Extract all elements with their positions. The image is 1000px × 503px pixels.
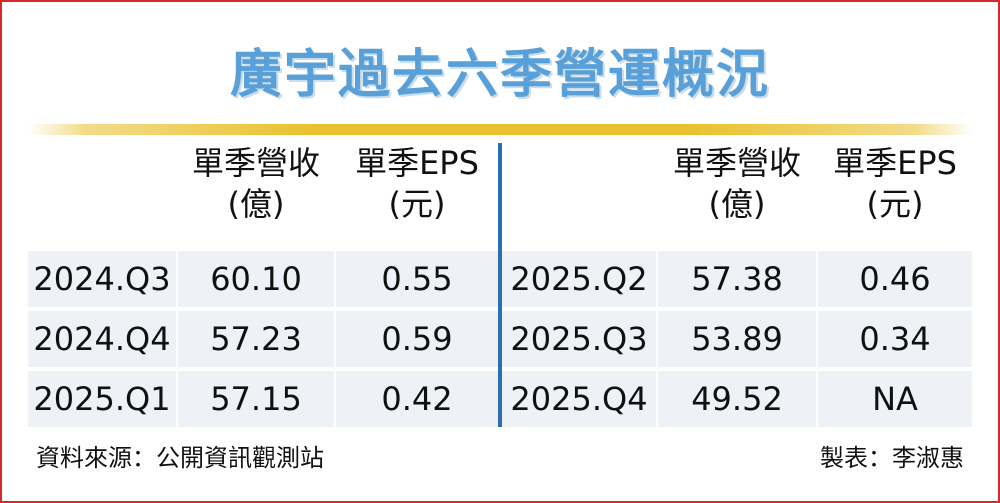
header-eps-unit: (元)	[388, 185, 446, 223]
column-divider	[176, 143, 178, 427]
eps-cell: NA	[872, 380, 918, 418]
credit-note: 製表：李淑惠	[820, 444, 964, 472]
column-divider	[656, 143, 658, 427]
revenue-cell: 57.38	[691, 260, 783, 298]
section-divider	[498, 143, 502, 427]
revenue-cell: 57.23	[210, 320, 302, 358]
title-underline	[28, 124, 972, 135]
quarter-cell: 2024.Q4	[33, 320, 171, 358]
header-eps-label: 單季EPS	[355, 144, 479, 182]
header-eps-unit: (元)	[866, 185, 924, 223]
eps-cell: 0.59	[381, 320, 453, 358]
eps-cell: 0.55	[381, 260, 453, 298]
header-revenue-label: 單季營收	[191, 144, 320, 182]
revenue-cell: 57.15	[210, 380, 302, 418]
source-note: 資料來源：公開資訊觀測站	[36, 444, 324, 472]
revenue-cell: 60.10	[210, 260, 302, 298]
header-revenue-label: 單季營收	[672, 144, 801, 182]
column-divider	[816, 143, 818, 427]
quarter-cell: 2025.Q1	[33, 380, 171, 418]
quarter-cell: 2025.Q2	[510, 260, 648, 298]
header-revenue-right: 單季營收 (億)	[658, 143, 816, 225]
column-divider	[334, 143, 336, 427]
quarter-cell: 2024.Q3	[33, 260, 171, 298]
quarter-cell: 2025.Q3	[510, 320, 648, 358]
header-revenue-left: 單季營收 (億)	[178, 143, 334, 225]
header-eps-left: 單季EPS (元)	[336, 143, 498, 225]
revenue-cell: 53.89	[691, 320, 783, 358]
header-eps-right: 單季EPS (元)	[818, 143, 972, 225]
header-revenue-unit: (億)	[227, 185, 285, 223]
revenue-cell: 49.52	[691, 380, 783, 418]
eps-cell: 0.42	[381, 380, 453, 418]
eps-cell: 0.34	[859, 320, 931, 358]
chart-title: 廣宇過去六季營運概況	[229, 45, 770, 105]
header-eps-label: 單季EPS	[833, 144, 957, 182]
header-revenue-unit: (億)	[708, 185, 766, 223]
eps-cell: 0.46	[859, 260, 931, 298]
quarter-cell: 2025.Q4	[510, 380, 648, 418]
